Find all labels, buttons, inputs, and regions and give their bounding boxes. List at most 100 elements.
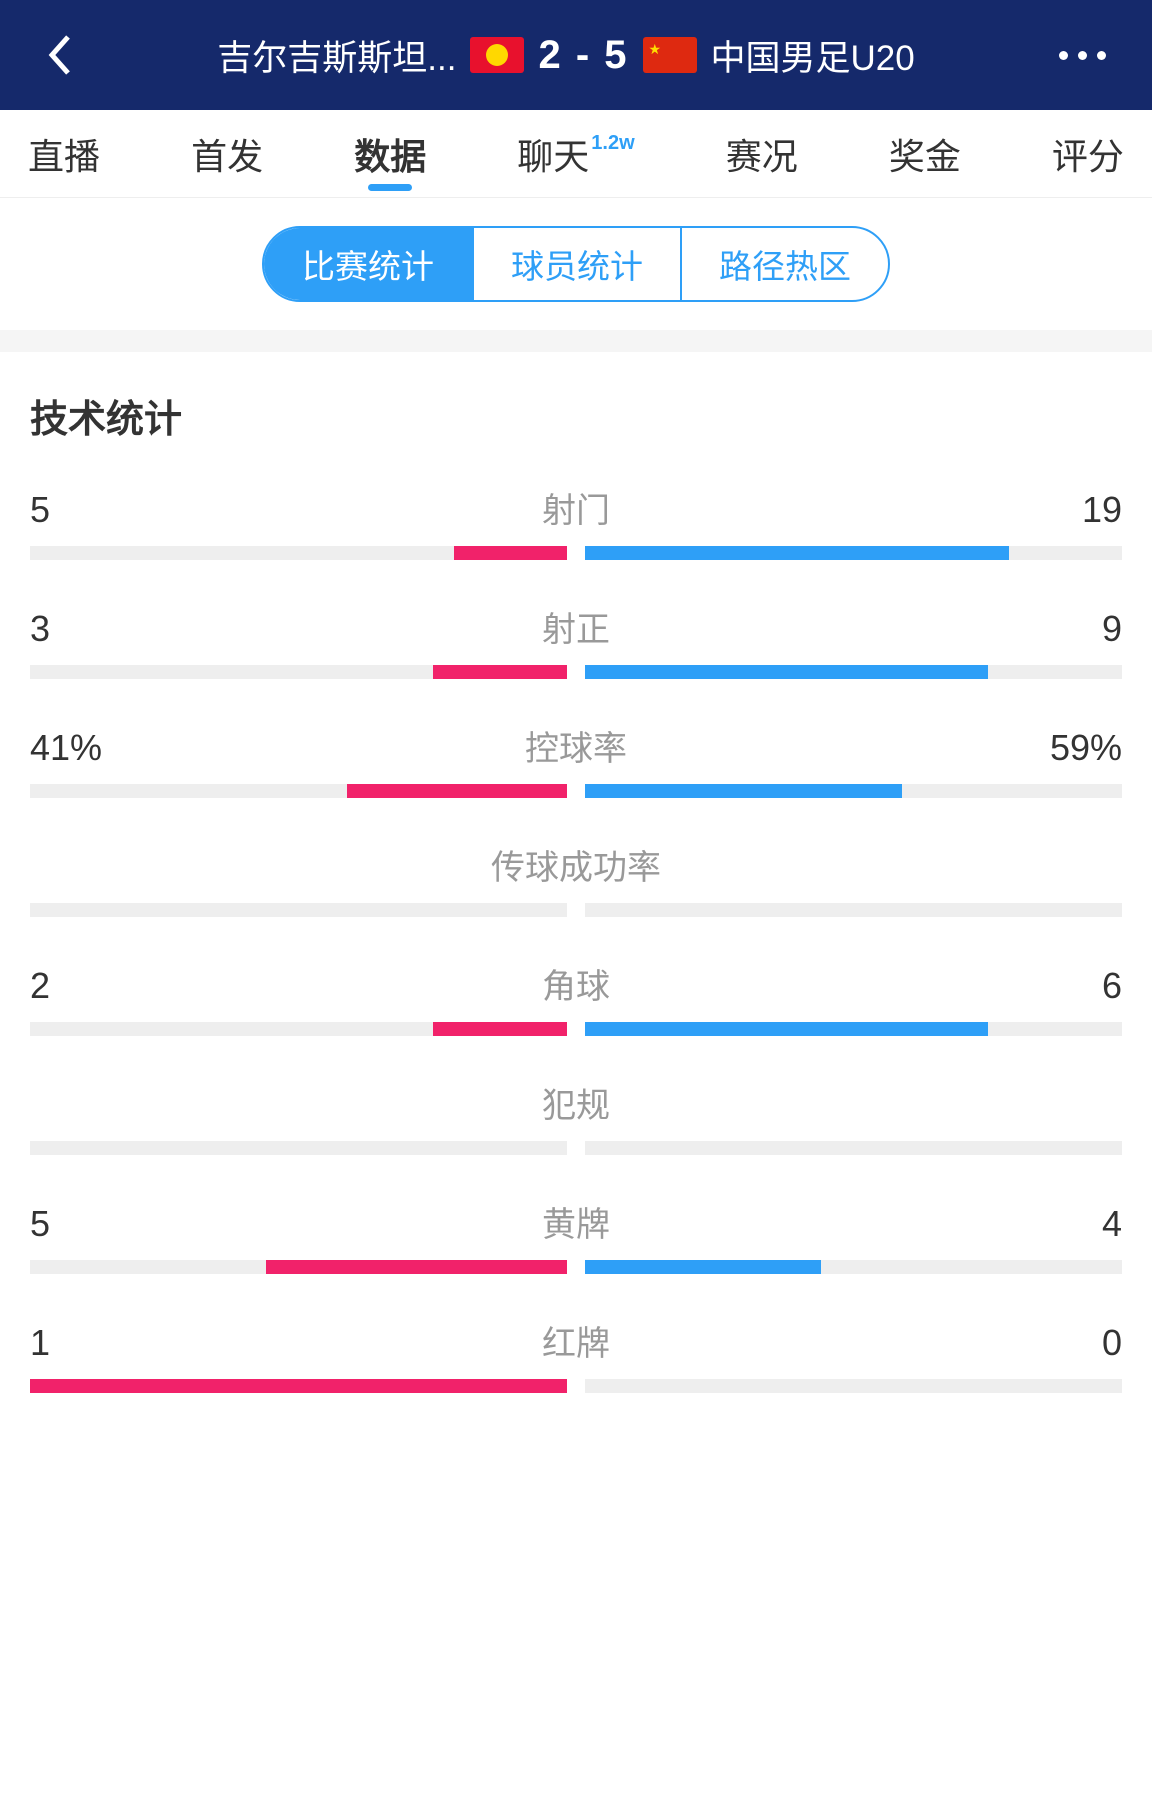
tab-label: 赛况	[726, 128, 798, 180]
stat-row: 3射正9	[30, 602, 1122, 681]
bar-fill-right	[585, 546, 1009, 560]
bar-track-left	[30, 546, 567, 560]
seg-item-0[interactable]: 比赛统计	[264, 228, 472, 300]
seg-item-2[interactable]: 路径热区	[680, 228, 888, 300]
stat-row: 41%控球率59%	[30, 721, 1122, 800]
tab-label: 数据	[354, 128, 426, 180]
stat-label: 角球	[542, 959, 610, 1008]
stat-left-value: 5	[30, 1203, 542, 1245]
stat-left-value: 5	[30, 489, 542, 531]
bar-fill-left	[347, 784, 567, 798]
stat-head: 41%控球率59%	[30, 721, 1122, 770]
bar-track-left	[30, 665, 567, 679]
main-tabs: 直播 首发 数据 聊天1.2w 赛况 奖金 评分	[0, 110, 1152, 198]
flag-kyrgyzstan-icon	[470, 37, 524, 73]
match-header: 吉尔吉斯斯坦... 2 - 5 ★ 中国男足U20	[0, 0, 1152, 110]
stat-bars	[30, 1260, 1122, 1276]
tab-label: 评分	[1052, 128, 1124, 180]
stat-right-value: 9	[610, 608, 1122, 650]
bar-track-left	[30, 1022, 567, 1036]
stat-bars	[30, 1379, 1122, 1395]
bar-fill-right	[585, 1260, 821, 1274]
team-left-name: 吉尔吉斯斯坦...	[217, 30, 456, 81]
dot-icon	[1059, 51, 1068, 60]
stat-bars	[30, 784, 1122, 800]
bar-fill-right	[585, 784, 902, 798]
bar-track-left	[30, 1260, 567, 1274]
tab-label: 首发	[191, 128, 263, 180]
stat-head: 5射门19	[30, 483, 1122, 532]
tab-2[interactable]: 数据	[354, 110, 426, 197]
header-center: 吉尔吉斯斯坦... 2 - 5 ★ 中国男足U20	[90, 30, 1042, 81]
bar-fill-right	[585, 665, 988, 679]
stat-row: 2角球6	[30, 959, 1122, 1038]
stat-label: 黄牌	[542, 1197, 610, 1246]
flag-china-icon: ★	[643, 37, 697, 73]
stat-label: 犯规	[542, 1078, 610, 1127]
bar-track-right	[585, 1022, 1122, 1036]
bar-track-right	[585, 903, 1122, 917]
stat-row: 1红牌0	[30, 1316, 1122, 1395]
bar-fill-left	[433, 665, 567, 679]
stat-bars	[30, 665, 1122, 681]
stat-head: 3射正9	[30, 602, 1122, 651]
stat-label: 红牌	[542, 1316, 610, 1365]
seg-item-1[interactable]: 球员统计	[472, 228, 680, 300]
stat-head: 犯规	[30, 1078, 1122, 1127]
team-right-name: 中国男足U20	[711, 30, 915, 81]
section-divider	[0, 330, 1152, 352]
stat-row: 5黄牌4	[30, 1197, 1122, 1276]
stat-row: 5射门19	[30, 483, 1122, 562]
stat-label: 射门	[542, 483, 610, 532]
bar-fill-right	[585, 1022, 988, 1036]
tab-badge: 1.2w	[591, 132, 634, 155]
match-score: 2 - 5	[538, 33, 628, 78]
bar-track-left	[30, 1141, 567, 1155]
stat-row: 传球成功率	[30, 840, 1122, 919]
stat-row: 犯规	[30, 1078, 1122, 1157]
bar-track-right	[585, 784, 1122, 798]
stat-right-value: 6	[610, 965, 1122, 1007]
stat-right-value: 4	[610, 1203, 1122, 1245]
more-button[interactable]	[1042, 25, 1122, 85]
tab-5[interactable]: 奖金	[889, 110, 961, 197]
bar-fill-left	[30, 1379, 567, 1393]
tab-6[interactable]: 评分	[1052, 110, 1124, 197]
stat-left-value: 1	[30, 1322, 542, 1364]
back-button[interactable]	[30, 25, 90, 85]
stat-left-value: 41%	[30, 727, 525, 769]
stat-bars	[30, 1141, 1122, 1157]
stat-head: 5黄牌4	[30, 1197, 1122, 1246]
stat-label: 控球率	[525, 721, 627, 770]
stat-head: 2角球6	[30, 959, 1122, 1008]
bar-track-right	[585, 1260, 1122, 1274]
bar-track-left	[30, 903, 567, 917]
segmented-wrap: 比赛统计球员统计路径热区	[0, 198, 1152, 330]
tab-4[interactable]: 赛况	[726, 110, 798, 197]
tab-0[interactable]: 直播	[28, 110, 100, 197]
bar-track-right	[585, 1141, 1122, 1155]
stat-bars	[30, 1022, 1122, 1038]
tab-1[interactable]: 首发	[191, 110, 263, 197]
tab-label: 奖金	[889, 128, 961, 180]
tab-label: 聊天	[517, 128, 589, 180]
dot-icon	[1078, 51, 1087, 60]
chevron-left-icon	[46, 33, 74, 77]
tab-label: 直播	[28, 128, 100, 180]
stats-section: 技术统计 5射门193射正941%控球率59%传球成功率2角球6犯规5黄牌41红…	[0, 352, 1152, 1395]
stat-bars	[30, 903, 1122, 919]
bar-track-right	[585, 546, 1122, 560]
bar-track-left	[30, 1379, 567, 1393]
stat-label: 射正	[542, 602, 610, 651]
tab-3[interactable]: 聊天1.2w	[517, 110, 634, 197]
bar-fill-left	[433, 1022, 567, 1036]
bar-track-left	[30, 784, 567, 798]
segmented-control: 比赛统计球员统计路径热区	[262, 226, 890, 302]
stat-label: 传球成功率	[491, 840, 661, 889]
stat-right-value: 59%	[627, 727, 1122, 769]
stat-left-value: 3	[30, 608, 542, 650]
bar-fill-left	[266, 1260, 567, 1274]
stat-right-value: 0	[610, 1322, 1122, 1364]
stat-bars	[30, 546, 1122, 562]
bar-track-right	[585, 665, 1122, 679]
